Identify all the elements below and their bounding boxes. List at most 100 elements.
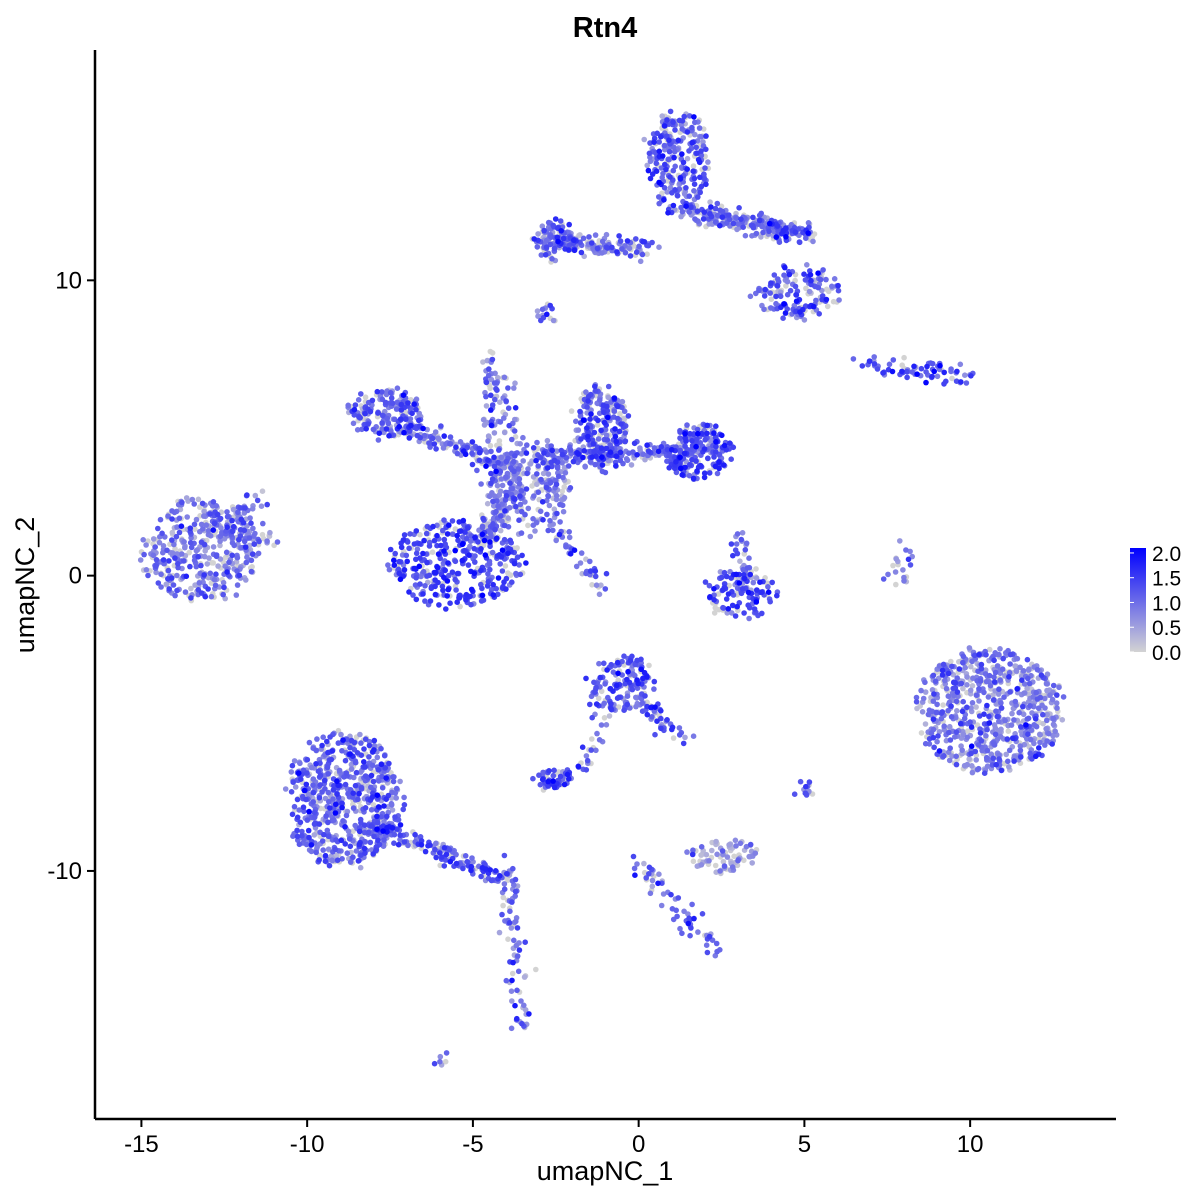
cell-point <box>427 440 433 446</box>
cell-point <box>992 669 999 676</box>
cell-point <box>516 562 522 568</box>
cell-point <box>644 251 650 257</box>
cell-point <box>1025 667 1032 673</box>
cell-point <box>355 858 362 864</box>
cell-point <box>622 438 629 444</box>
cell-point <box>934 373 941 380</box>
cell-point <box>603 570 610 577</box>
cell-point <box>172 545 178 552</box>
cell-point <box>662 161 668 168</box>
cell-point <box>959 708 966 715</box>
cell-point <box>677 435 683 441</box>
cell-point <box>709 847 715 854</box>
cell-point <box>672 127 678 133</box>
cell-point <box>684 155 691 162</box>
cell-point <box>490 503 497 509</box>
cell-point <box>361 838 368 845</box>
cell-point <box>656 194 662 200</box>
cell-point <box>320 734 327 740</box>
cell-point <box>201 541 208 548</box>
cell-point <box>670 735 677 741</box>
cell-point <box>953 698 960 705</box>
cell-point <box>514 508 521 514</box>
cell-point <box>174 551 180 557</box>
cell-point <box>960 653 967 660</box>
cell-point <box>690 163 697 169</box>
cell-point <box>566 534 573 541</box>
cell-point <box>497 527 504 534</box>
cell-point <box>402 416 409 423</box>
cell-point <box>488 470 494 477</box>
cell-point <box>1017 747 1024 754</box>
cell-point <box>589 582 595 588</box>
cell-point <box>711 610 718 616</box>
cell-point <box>684 849 690 855</box>
cell-point <box>518 998 524 1004</box>
cell-point <box>656 244 662 250</box>
cell-point <box>384 813 390 820</box>
cell-point <box>783 283 789 289</box>
cell-point <box>379 426 386 432</box>
cell-point <box>952 734 958 740</box>
cell-point <box>374 754 381 761</box>
cell-point <box>780 315 786 322</box>
cell-point <box>1020 668 1027 674</box>
cell-point <box>901 354 907 361</box>
cell-point <box>983 754 990 761</box>
cell-point <box>358 752 365 758</box>
cell-point <box>731 853 737 860</box>
cell-point <box>561 494 568 501</box>
cell-point <box>897 538 903 544</box>
cell-point <box>598 722 605 728</box>
cell-point <box>350 805 357 811</box>
cell-point <box>1044 738 1050 744</box>
cell-point <box>601 660 607 667</box>
cell-point <box>200 526 206 532</box>
cell-point <box>660 170 666 177</box>
cell-point <box>1046 730 1052 737</box>
cell-point <box>720 858 727 865</box>
cell-point <box>282 786 289 792</box>
cell-point <box>991 674 997 680</box>
cell-point <box>1043 681 1050 687</box>
cell-point <box>260 520 266 527</box>
cell-point <box>236 536 242 543</box>
cell-point <box>714 470 721 477</box>
cell-point <box>970 675 976 681</box>
cell-point <box>555 473 562 480</box>
cell-point <box>355 397 362 403</box>
cell-point <box>510 865 516 872</box>
cell-point <box>948 703 954 709</box>
cell-point <box>736 205 742 211</box>
cell-point <box>1012 663 1018 669</box>
cell-point <box>693 144 699 151</box>
cell-point <box>601 409 607 416</box>
cell-point <box>512 893 518 899</box>
cell-point <box>485 571 491 577</box>
cell-point <box>593 684 599 691</box>
cell-point <box>638 656 644 663</box>
cell-point <box>527 461 534 467</box>
cell-point <box>957 361 964 368</box>
cell-point <box>252 492 259 499</box>
cell-point <box>661 142 668 149</box>
cell-point <box>386 760 392 767</box>
cell-point <box>624 457 631 464</box>
cell-point <box>707 199 713 205</box>
cell-point <box>996 718 1002 725</box>
cell-point <box>621 653 627 659</box>
cell-point <box>368 823 375 829</box>
cell-point <box>311 809 318 816</box>
cell-point <box>712 449 719 455</box>
cell-point <box>172 555 178 561</box>
cell-point <box>386 566 393 573</box>
cell-point <box>543 237 550 244</box>
cell-point <box>292 784 299 790</box>
cell-point <box>336 767 343 774</box>
cell-point <box>247 515 253 521</box>
cell-point <box>478 481 484 487</box>
cell-point <box>719 574 725 581</box>
cell-point <box>587 459 594 465</box>
cell-point <box>220 579 227 586</box>
cell-point <box>617 411 623 417</box>
